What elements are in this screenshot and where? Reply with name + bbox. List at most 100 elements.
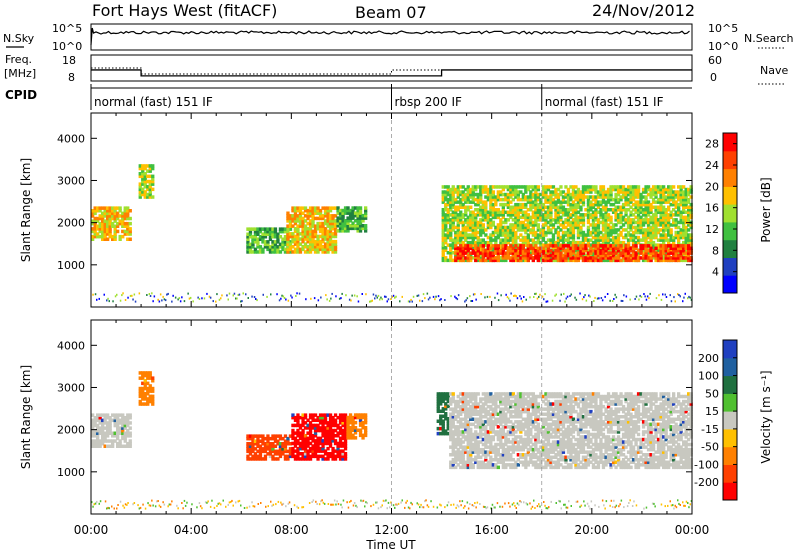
power-echo-cell <box>266 245 270 249</box>
power-echo-cell <box>303 214 308 218</box>
power-echo-cell <box>664 246 668 251</box>
power-echo-cell <box>599 190 603 194</box>
power-echo-cell <box>489 238 493 242</box>
velocity-noise-cell <box>476 501 479 504</box>
power-echo-cell <box>586 228 591 232</box>
velocity-noise-cell <box>436 506 439 509</box>
power-echo-cell <box>476 230 480 235</box>
velocity-echo-cell <box>341 418 345 422</box>
power-echo-cell <box>529 185 533 189</box>
power-echo-cell <box>549 208 553 212</box>
power-echo-cell <box>481 190 485 194</box>
velocity-noise-cell <box>509 505 511 508</box>
power-echo-cell <box>128 209 132 213</box>
power-echo-cell <box>101 219 105 223</box>
power-echo-cell <box>268 237 273 241</box>
power-echo-cell <box>351 226 355 231</box>
power-noise-cell <box>584 294 586 297</box>
power-echo-cell <box>501 251 505 255</box>
power-ytick-label: 3000 <box>57 174 85 187</box>
power-echo-cell <box>536 185 540 189</box>
power-echo-cell <box>684 195 688 199</box>
velocity-echo-cell <box>439 421 443 426</box>
power-echo-cell <box>456 195 460 199</box>
velocity-echo-cell <box>266 447 270 451</box>
velocity-echo-cell <box>296 457 300 461</box>
velocity-echo-cell <box>116 416 120 420</box>
velocity-echo-cell <box>436 392 440 396</box>
velocity-noise-cell <box>544 504 546 507</box>
power-echo-cell <box>581 197 586 202</box>
velocity-echo-cell <box>303 444 308 448</box>
power-echo-cell <box>486 251 490 255</box>
power-echo-cell <box>541 202 546 207</box>
velocity-noise-cell <box>689 503 691 506</box>
power-echo-cell <box>629 256 633 260</box>
power-echo-cell <box>454 258 458 263</box>
power-echo-cell <box>664 200 668 204</box>
power-echo-cell <box>641 230 646 235</box>
power-echo-cell <box>328 232 333 236</box>
power-echo-cell <box>459 220 463 225</box>
power-echo-cell <box>456 249 460 253</box>
power-echo-cell <box>574 190 578 194</box>
power-echo-cell <box>306 214 310 218</box>
power-echo-cell <box>677 240 681 245</box>
power-echo-cell <box>534 246 538 250</box>
velocity-echo-cell <box>246 442 250 446</box>
power-echo-cell <box>566 258 571 263</box>
power-echo-cell <box>356 211 360 215</box>
velocity-noise-cell <box>499 505 501 508</box>
velocity-echo-cell <box>313 444 318 448</box>
power-echo-cell <box>584 235 588 240</box>
velocity-noise-cell <box>618 505 620 508</box>
velocity-echo-cell <box>291 434 295 438</box>
power-echo-cell <box>288 224 293 228</box>
velocity-noise-cell <box>385 499 387 502</box>
power-echo-cell <box>556 233 561 237</box>
power-echo-cell <box>476 256 480 260</box>
velocity-echo-cell <box>451 420 455 424</box>
power-echo-cell <box>526 220 530 225</box>
velocity-echo-cell <box>338 454 343 459</box>
velocity-echo-cell <box>439 417 443 421</box>
power-echo-cell <box>639 218 643 222</box>
power-echo-cell <box>614 253 618 257</box>
velocity-echo-cell <box>321 446 325 451</box>
power-echo-cell <box>303 227 308 231</box>
power-echo-cell <box>126 211 130 216</box>
velocity-noise-cell <box>322 501 325 504</box>
power-echo-cell <box>516 225 520 230</box>
velocity-echo-cell <box>93 416 97 420</box>
power-echo-cell <box>634 256 638 260</box>
power-echo-cell <box>689 240 693 245</box>
velocity-echo-cell <box>93 439 97 443</box>
power-echo-cell <box>318 216 323 221</box>
power-echo-cell <box>516 185 520 189</box>
power-echo-cell <box>296 208 300 213</box>
power-echo-cell <box>679 249 683 253</box>
power-echo-cell <box>491 256 495 260</box>
power-echo-cell <box>281 227 285 231</box>
power-echo-cell <box>333 247 338 252</box>
power-echo-cell <box>504 244 508 248</box>
power-echo-cell <box>293 206 298 210</box>
power-echo-cell <box>328 234 333 239</box>
power-echo-cell <box>639 246 643 251</box>
power-echo-cell <box>662 187 666 192</box>
power-echo-cell <box>499 258 503 263</box>
power-echo-cell <box>644 220 648 225</box>
power-echo-cell <box>138 185 142 189</box>
power-echo-cell <box>684 235 688 240</box>
power-echo-cell <box>669 256 673 260</box>
velocity-noise-cell <box>246 506 248 509</box>
power-echo-cell <box>361 216 365 220</box>
power-echo-cell <box>646 249 651 253</box>
power-echo-cell <box>479 205 483 209</box>
power-echo-cell <box>667 256 671 260</box>
velocity-echo-cell <box>451 458 455 462</box>
power-noise-cell <box>121 294 123 297</box>
power-echo-cell <box>631 251 636 255</box>
velocity-echo-cell <box>364 415 368 420</box>
velocity-echo-cell <box>451 425 455 429</box>
